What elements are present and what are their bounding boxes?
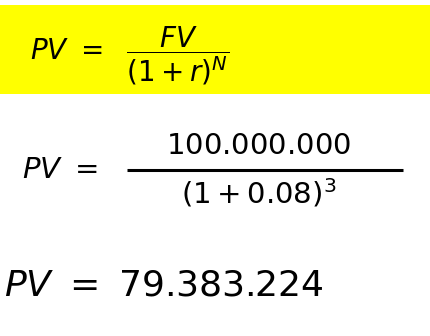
Text: $(1 + 0.08)^{3}$: $(1 + 0.08)^{3}$	[181, 177, 335, 210]
Text: $100.000.000$: $100.000.000$	[166, 132, 350, 160]
Text: $PV\ =\ \ \dfrac{FV}{(1+r)^{N}}$: $PV\ =\ \ \dfrac{FV}{(1+r)^{N}}$	[30, 24, 229, 87]
Bar	[0, 5, 430, 94]
Text: $PV\ =\ 79.383.224$: $PV\ =\ 79.383.224$	[4, 268, 322, 303]
Text: $PV\ =$: $PV\ =$	[22, 156, 97, 184]
